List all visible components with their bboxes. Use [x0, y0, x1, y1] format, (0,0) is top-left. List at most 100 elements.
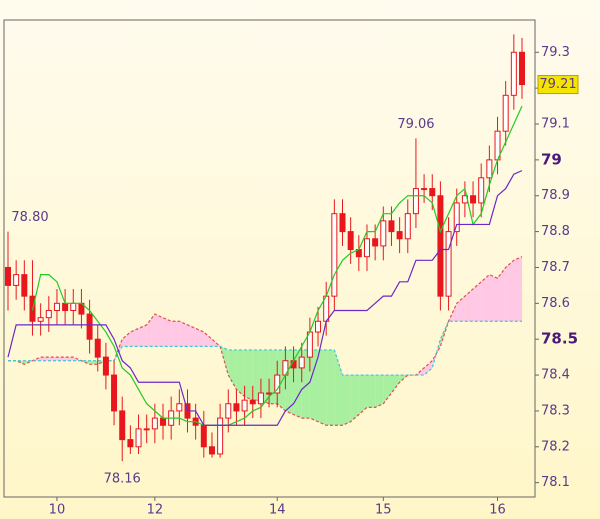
candle-body — [70, 302, 77, 312]
cloud-segment — [456, 296, 465, 322]
candle-body — [339, 213, 346, 233]
cloud-segment — [179, 321, 188, 347]
candle-body — [160, 417, 167, 426]
candle-body — [225, 403, 232, 419]
cloud-segment — [228, 349, 237, 390]
candle-body — [21, 274, 28, 297]
span-a-line — [8, 256, 523, 426]
candle-body — [388, 220, 395, 233]
cloud-segment — [130, 328, 139, 347]
x-tick-label: 16 — [489, 503, 506, 518]
last-price-label: 79.21 — [539, 77, 576, 92]
cloud-segment — [481, 274, 490, 322]
candle-body — [437, 195, 444, 297]
candle-body — [429, 188, 436, 197]
cloud-segment — [154, 314, 164, 347]
cloud-segment — [187, 324, 196, 347]
plot-frame — [3, 19, 536, 498]
cloud-segment — [309, 349, 319, 422]
candle-body — [13, 274, 20, 286]
cloud-segment — [358, 375, 367, 415]
cloud-segment — [65, 357, 74, 361]
span-b-line — [8, 320, 522, 376]
y-tick-label: 78.8 — [541, 224, 570, 239]
candle-body — [453, 202, 460, 233]
y-tick-label: 78.5 — [541, 330, 578, 348]
cloud-segment — [48, 357, 57, 361]
candle-body — [241, 399, 248, 412]
cloud-segment — [375, 375, 384, 408]
cloud-segment — [342, 375, 351, 426]
candle-body — [519, 51, 525, 86]
candle-body — [5, 266, 11, 286]
candle-body — [135, 428, 142, 448]
x-tick-label: 10 — [49, 503, 66, 518]
cloud-segment — [440, 321, 449, 347]
candle-body — [62, 302, 69, 312]
y-tick-label: 78.9 — [541, 188, 570, 203]
candle-body — [151, 417, 158, 430]
y-tick-label: 78.1 — [541, 475, 570, 490]
annotation: 78.80 — [11, 210, 48, 225]
y-tick-label: 79.3 — [541, 45, 570, 60]
cloud-segment — [56, 357, 66, 361]
candle-body — [208, 446, 215, 455]
cloud-segment — [473, 281, 482, 322]
cloud-segment — [391, 375, 400, 393]
annotation: 78.16 — [104, 472, 141, 487]
candle-body — [380, 220, 387, 247]
candle-body — [315, 320, 322, 333]
cloud-segment — [203, 332, 212, 347]
cloud-segment — [40, 357, 49, 361]
candle-body — [502, 94, 509, 132]
cloud-segment — [505, 260, 514, 322]
cloud-segment — [383, 375, 392, 404]
candle-body — [396, 231, 403, 240]
candle-body — [298, 356, 305, 369]
candle-body — [478, 177, 485, 204]
cloud-segment — [236, 349, 245, 397]
y-tick-label: 79.1 — [541, 117, 570, 132]
candle-body — [200, 424, 207, 448]
cloud-segment — [122, 332, 131, 347]
candle-body — [372, 238, 379, 247]
cloud-segment — [318, 349, 327, 426]
cloud-segment — [366, 375, 376, 408]
cloud-segment — [252, 349, 261, 401]
candle-body — [249, 399, 256, 405]
candle-body — [45, 310, 52, 319]
candle-body — [421, 188, 428, 191]
candle-body — [331, 213, 338, 297]
candle-body — [404, 213, 411, 240]
candle-body — [363, 238, 370, 258]
y-tick-label: 78.6 — [541, 296, 570, 311]
candle-body — [510, 51, 517, 96]
candle-body — [37, 317, 44, 322]
y-tick-label: 78.7 — [541, 260, 570, 275]
annotation: 79.06 — [397, 117, 434, 132]
cloud-segment — [171, 321, 180, 347]
cloud-segment — [73, 357, 82, 361]
x-tick-label: 12 — [147, 503, 164, 518]
candle-body — [53, 302, 60, 312]
last-price-box — [537, 75, 579, 95]
candle-body — [143, 428, 150, 431]
y-tick-label: 78.2 — [541, 439, 570, 454]
candle-body — [94, 338, 101, 358]
cloud-segment — [464, 288, 474, 322]
x-tick-label: 15 — [375, 503, 392, 518]
cloud-segment — [244, 349, 253, 401]
cloud-segment — [89, 360, 98, 365]
y-tick-label: 78.3 — [541, 403, 570, 418]
cloud-segment — [350, 375, 359, 422]
candle-body — [257, 392, 264, 405]
candle-body — [412, 188, 419, 215]
candle-body — [445, 231, 452, 297]
candle-body — [127, 439, 134, 448]
candle-body — [233, 403, 240, 412]
x-tick-label: 14 — [269, 503, 286, 518]
indicator-line — [31, 105, 523, 426]
cloud-segment — [195, 328, 204, 347]
